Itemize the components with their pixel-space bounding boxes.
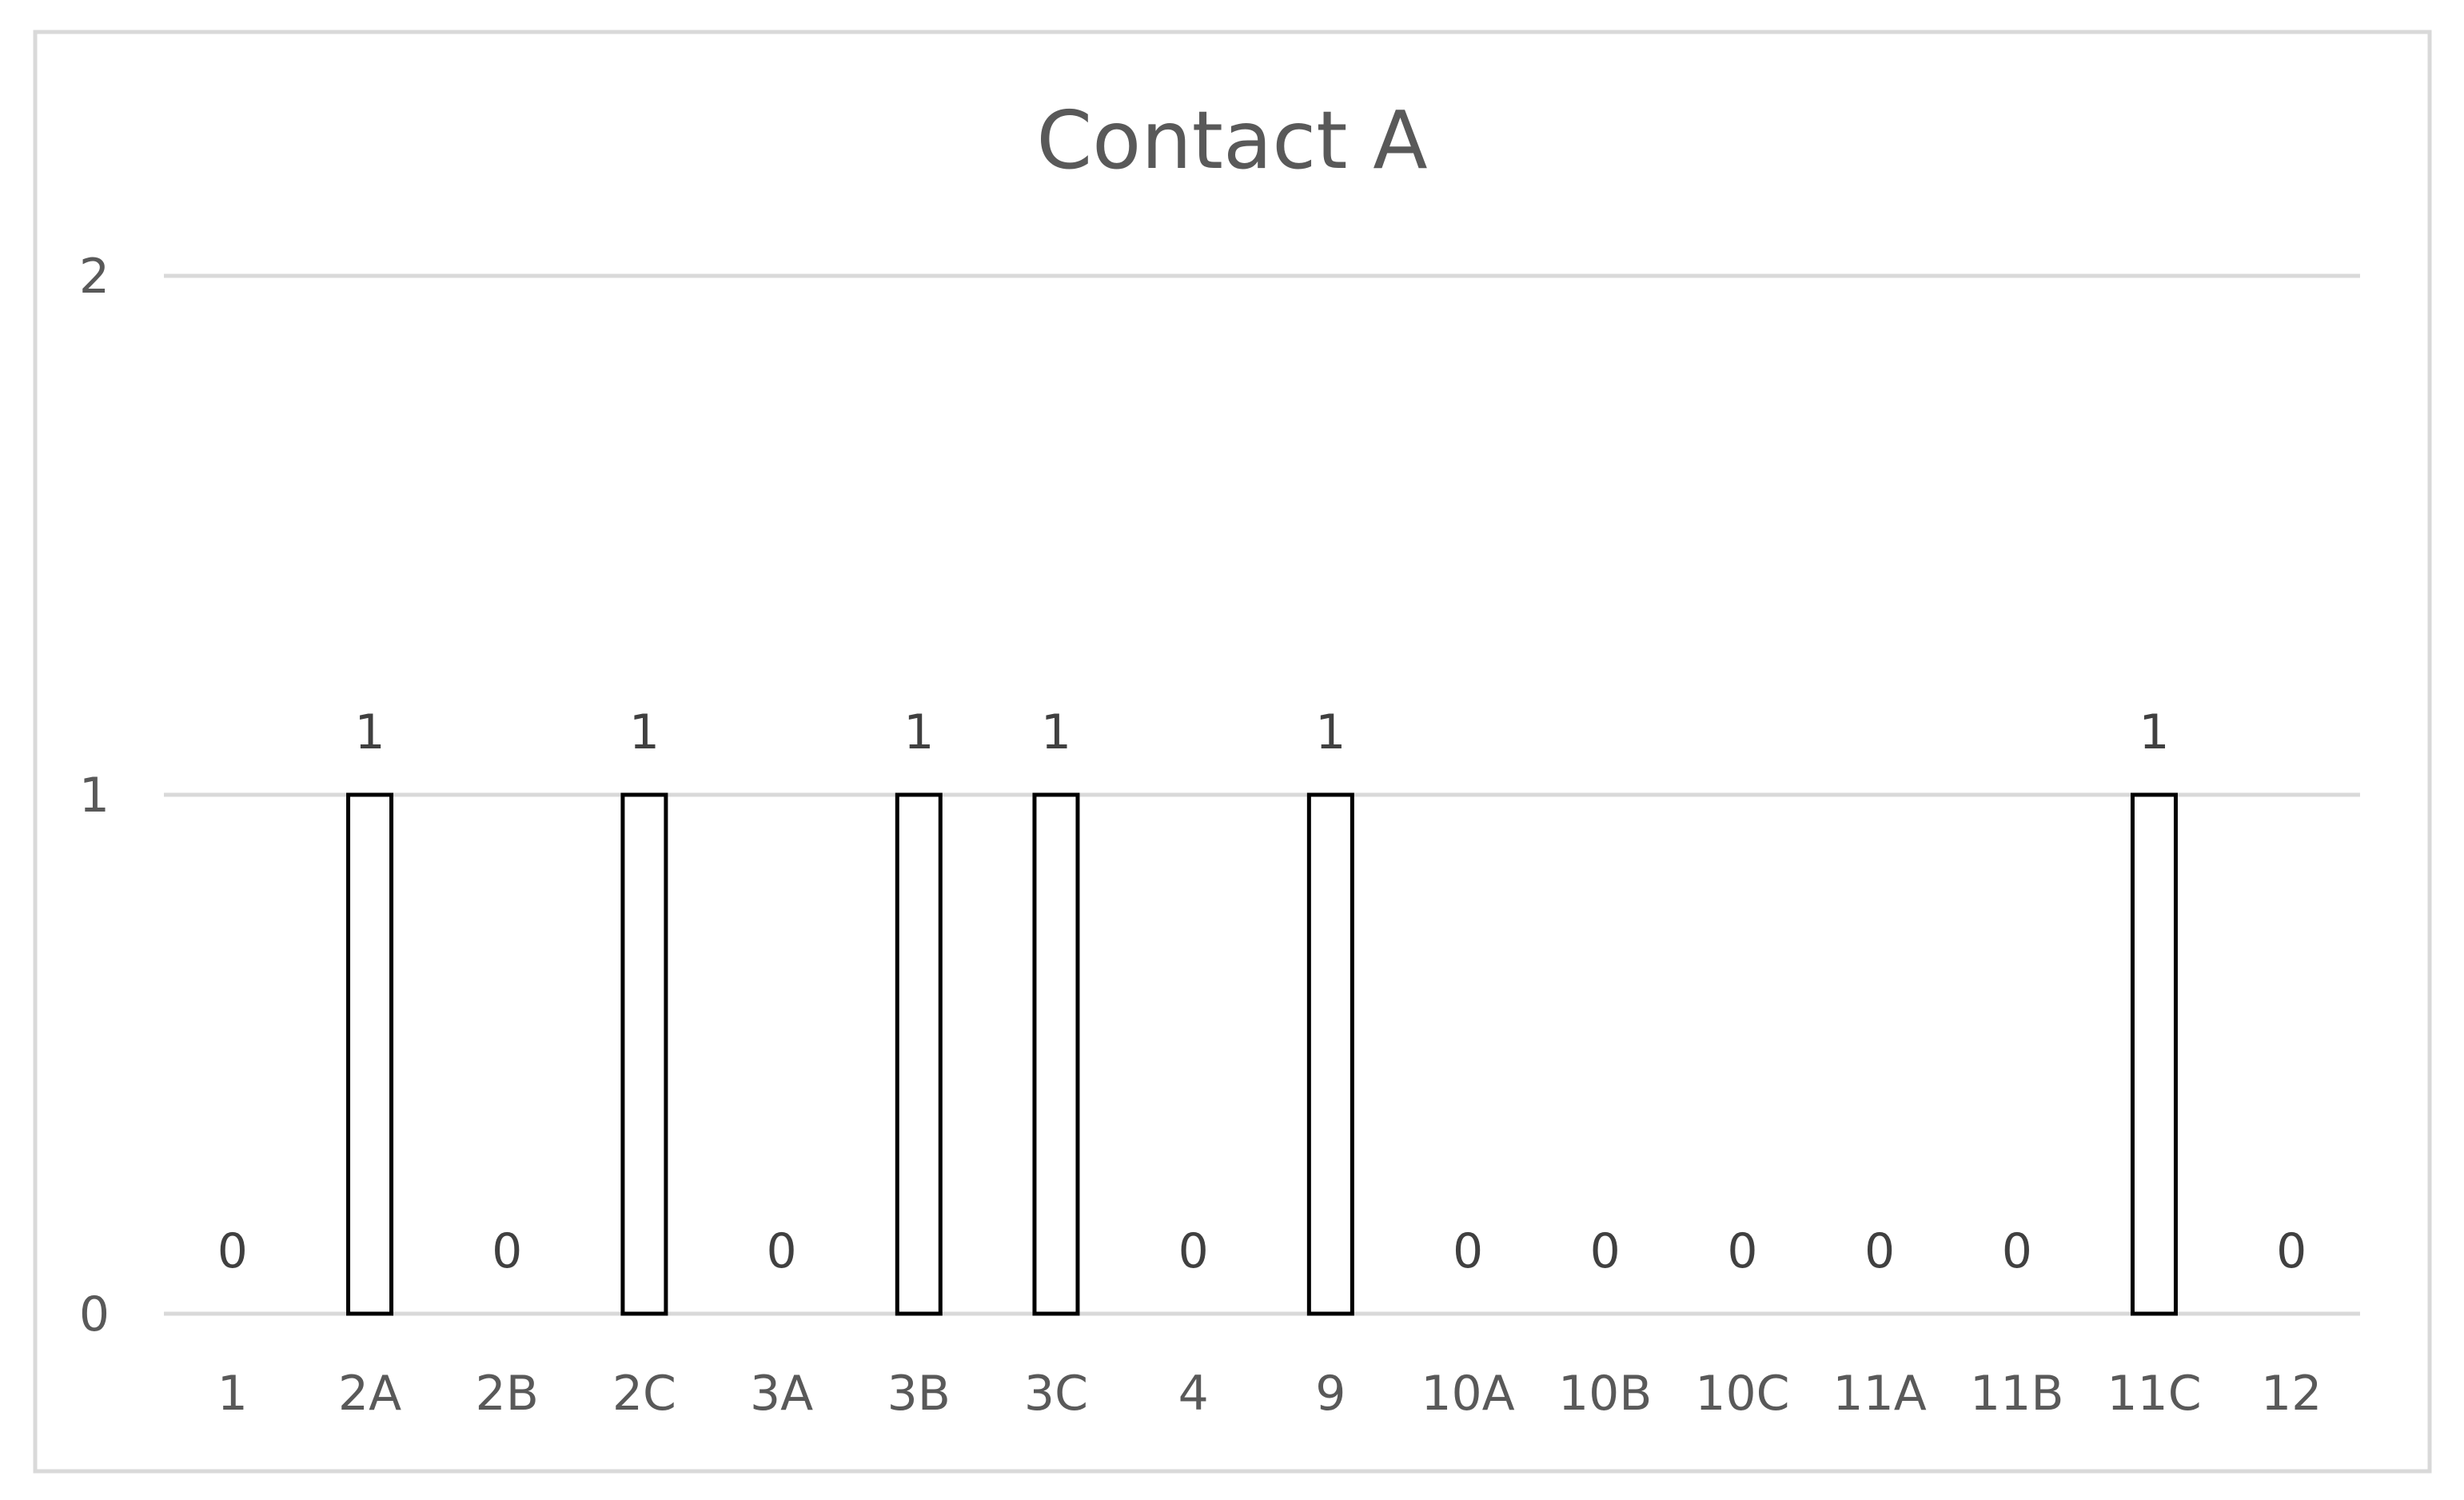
data-label: 0	[2276, 1223, 2307, 1279]
data-label: 0	[2002, 1223, 2032, 1279]
data-label-layer: 0 1 0 1 0 1 1 0 1 0 0 0 0 0 1 0	[217, 704, 2307, 1279]
x-tick-label: 12	[2261, 1366, 2322, 1422]
data-label: 0	[1178, 1223, 1209, 1279]
data-label: 0	[1727, 1223, 1757, 1279]
y-tick-layer: 0 1 2	[79, 249, 110, 1342]
x-tick-label: 2A	[338, 1366, 401, 1422]
x-tick-layer: 1 2A 2B 2C 3A 3B 3C 4 9 10A 10B 10C 11A 11B 11C 12	[217, 1366, 2322, 1422]
x-tick-label: 3B	[887, 1366, 951, 1422]
data-label: 1	[629, 704, 660, 760]
grid-layer	[164, 273, 2360, 1316]
data-label: 0	[492, 1223, 522, 1279]
data-label: 0	[1453, 1223, 1483, 1279]
data-label: 1	[1041, 704, 1071, 760]
bar	[346, 792, 394, 1316]
x-tick-label: 11C	[2107, 1366, 2201, 1422]
bar	[620, 792, 668, 1316]
x-tick-label: 9	[1315, 1366, 1346, 1422]
data-label: 1	[903, 704, 934, 760]
data-label: 1	[354, 704, 385, 760]
bar	[1306, 792, 1354, 1316]
x-tick-label: 10B	[1558, 1366, 1653, 1422]
bar	[2130, 792, 2178, 1316]
x-tick-label: 2B	[476, 1366, 539, 1422]
data-label: 0	[1590, 1223, 1621, 1279]
data-label: 1	[2139, 704, 2169, 760]
y-tick-label: 0	[79, 1287, 110, 1342]
bar	[1032, 792, 1080, 1316]
bar-layer	[346, 792, 2178, 1316]
bar	[895, 792, 943, 1316]
data-label: 0	[1864, 1223, 1895, 1279]
x-tick-label: 10C	[1695, 1366, 1789, 1422]
chart-frame	[33, 30, 2432, 1474]
x-tick-label: 11A	[1832, 1366, 1926, 1422]
x-tick-label: 2C	[612, 1366, 676, 1422]
x-tick-label: 3A	[750, 1366, 813, 1422]
x-tick-label: 3C	[1024, 1366, 1088, 1422]
x-tick-label: 4	[1178, 1366, 1209, 1422]
x-tick-label: 10A	[1421, 1366, 1514, 1422]
x-tick-label: 11B	[1970, 1366, 2064, 1422]
y-tick-label: 1	[79, 768, 110, 824]
x-tick-label: 1	[217, 1366, 248, 1422]
data-label: 0	[217, 1223, 248, 1279]
y-tick-label: 2	[79, 249, 110, 305]
chart-title: Contact A	[1036, 94, 1427, 187]
data-label: 1	[1315, 704, 1346, 760]
data-label: 0	[767, 1223, 797, 1279]
